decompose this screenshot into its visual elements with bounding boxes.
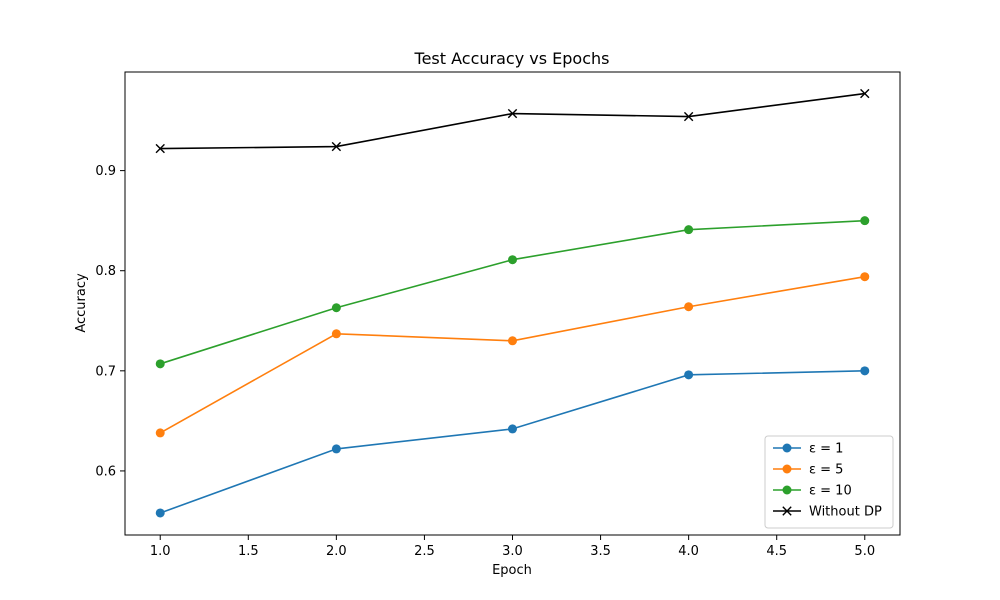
legend-entry: ε = 10 [773, 484, 852, 499]
x-tick-label: 3.5 [590, 544, 611, 559]
y-tick-label: 0.6 [95, 464, 116, 479]
data-point [860, 366, 870, 376]
chart-title: Test Accuracy vs Epochs [414, 49, 610, 68]
data-point [331, 141, 342, 152]
data-point [331, 444, 341, 454]
x-tick-label: 2.5 [414, 544, 435, 559]
series-line [160, 92, 865, 150]
x-tick-label: 4.0 [678, 544, 699, 559]
y-tick-label: 0.8 [95, 264, 116, 279]
data-point [860, 216, 870, 226]
y-tick-label: 0.9 [95, 164, 116, 179]
legend-entry: ε = 5 [773, 463, 843, 478]
legend-marker [782, 464, 792, 474]
x-tick-label: 1.5 [238, 544, 259, 559]
series-0 [155, 366, 870, 518]
x-axis-label: Epoch [492, 563, 532, 578]
y-tick-label: 0.7 [95, 364, 116, 379]
data-point [155, 359, 165, 369]
data-point [155, 143, 165, 154]
legend-entry: ε = 1 [773, 442, 843, 457]
data-point [684, 370, 694, 380]
data-point [155, 508, 165, 518]
data-point [508, 336, 517, 346]
data-point [155, 428, 165, 438]
x-tick-label: 5.0 [854, 544, 875, 559]
data-point [860, 88, 870, 99]
legend-label: ε = 1 [809, 442, 843, 457]
series-1 [155, 272, 870, 438]
data-point [331, 329, 341, 339]
legend-marker [782, 443, 792, 453]
x-axis: 1.0 1.5 2.0 2.5 3.0 3.5 4.0 4.5 5.0 [150, 535, 875, 559]
data-point [684, 225, 694, 235]
legend-label: ε = 10 [809, 484, 852, 499]
data-point [860, 272, 870, 282]
legend-marker [782, 506, 792, 516]
series-2 [155, 216, 870, 369]
y-axis: 0.6 0.7 0.8 0.9 [95, 164, 125, 479]
series-line [159, 275, 865, 434]
x-tick-label: 3.0 [502, 544, 523, 559]
legend-marker [782, 485, 792, 495]
plot-area [155, 88, 870, 518]
x-tick-label: 1.0 [150, 544, 171, 559]
data-point [684, 302, 694, 312]
data-point [508, 255, 517, 265]
legend: ε = 1 ε = 5 ε = 10 Without DP [764, 435, 894, 529]
y-axis-label: Accuracy [74, 273, 89, 333]
legend-box [764, 435, 894, 529]
data-point [331, 303, 341, 313]
data-point [507, 108, 518, 119]
data-point [508, 424, 517, 434]
data-point [683, 111, 694, 122]
legend-label: ε = 5 [809, 463, 843, 478]
series-line [159, 370, 865, 514]
legend-label: Without DP [809, 505, 882, 520]
series-3 [155, 88, 870, 154]
x-tick-label: 4.5 [766, 544, 787, 559]
x-tick-label: 2.0 [326, 544, 347, 559]
legend-entry: Without DP [773, 505, 882, 520]
